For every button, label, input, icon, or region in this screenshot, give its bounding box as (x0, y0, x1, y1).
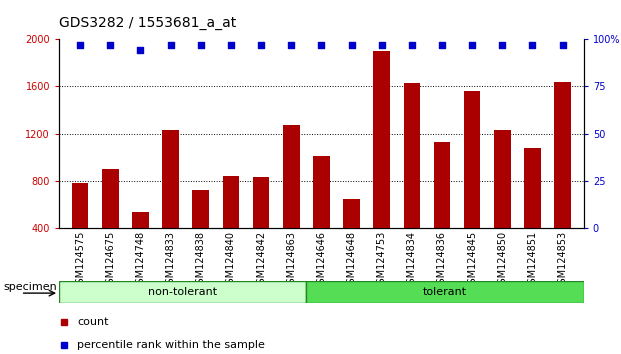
Bar (222, 176, 239, 228)
Point (135, 47, 145, 53)
Point (75, 42, 85, 47)
Bar (494, 130, 510, 228)
Bar (373, 51, 390, 228)
Bar (464, 91, 481, 228)
Point (347, 42, 356, 47)
Bar (343, 199, 360, 228)
Point (377, 42, 387, 47)
Bar (313, 156, 330, 228)
FancyBboxPatch shape (59, 281, 306, 303)
Point (527, 42, 537, 47)
Point (407, 42, 417, 47)
Bar (283, 125, 299, 228)
Point (497, 42, 507, 47)
Text: count: count (77, 317, 109, 327)
Point (256, 42, 266, 47)
Bar (72, 183, 88, 228)
Bar (524, 148, 541, 228)
Point (286, 42, 296, 47)
Point (467, 42, 477, 47)
Point (317, 42, 327, 47)
Bar (433, 142, 450, 228)
Point (558, 42, 568, 47)
Bar (404, 83, 420, 228)
Text: GDS3282 / 1553681_a_at: GDS3282 / 1553681_a_at (59, 16, 236, 30)
Point (166, 42, 176, 47)
Text: tolerant: tolerant (423, 287, 467, 297)
Bar (162, 130, 179, 228)
Text: percentile rank within the sample: percentile rank within the sample (77, 340, 265, 350)
Point (437, 42, 447, 47)
Point (106, 42, 116, 47)
Text: non-tolerant: non-tolerant (148, 287, 217, 297)
FancyBboxPatch shape (306, 281, 584, 303)
Text: specimen: specimen (3, 282, 57, 292)
Bar (253, 177, 270, 228)
Bar (555, 81, 571, 228)
Bar (193, 190, 209, 228)
Point (226, 42, 236, 47)
Point (196, 42, 206, 47)
Bar (102, 169, 119, 228)
Bar (132, 212, 148, 228)
